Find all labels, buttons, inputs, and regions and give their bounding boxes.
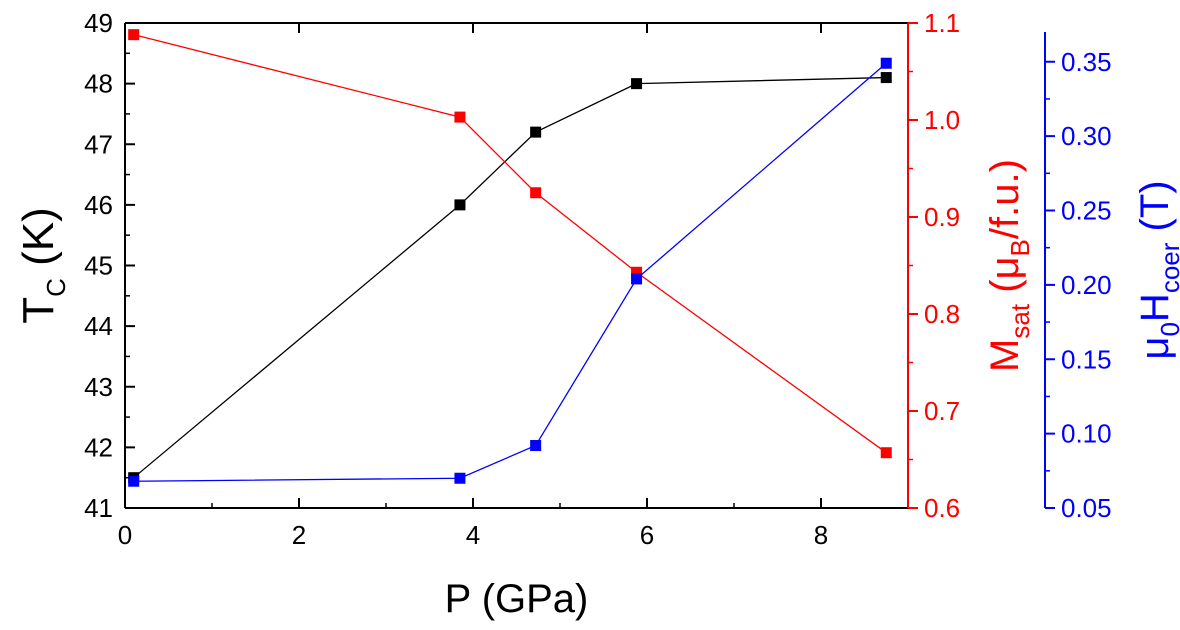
left-tick-label: 45 [84, 251, 113, 281]
red-axis-title-text: Msat (μB/f.u.) [983, 159, 1035, 372]
red-tick-label: 1.0 [924, 105, 960, 135]
red-title-tail: /f.u.) [983, 159, 1027, 239]
blue-tick-label: 0.10 [1061, 419, 1112, 449]
blue-axis-title: μ0Hcoer (T) [1133, 180, 1180, 359]
x-tick-label: 0 [118, 520, 132, 550]
data-point-left [880, 72, 892, 84]
blue-tick-label: 0.30 [1061, 121, 1112, 151]
data-point-right_inner [631, 266, 643, 278]
data-point-right_inner [880, 447, 892, 459]
series-line-left [133, 76, 887, 479]
data-point-left [530, 126, 542, 138]
data-point-right_inner [454, 111, 466, 123]
red-tick-label: 1.1 [924, 8, 960, 38]
blue-axis-title-text: μ0Hcoer (T) [1133, 180, 1180, 359]
data-point-right_outer [128, 475, 140, 487]
left-axis-title: TC (K) [14, 207, 71, 324]
left-axis-title-text: TC (K) [14, 207, 71, 324]
left-tick-label: 49 [84, 8, 113, 38]
data-point-right_inner [128, 29, 140, 41]
blue-tick-label: 0.15 [1061, 344, 1112, 374]
red-tick-label: 0.6 [924, 493, 960, 523]
left-tick-label: 47 [84, 129, 113, 159]
red-tick-label: 0.9 [924, 202, 960, 232]
blue-tick-label: 0.35 [1061, 47, 1112, 77]
x-tick-label: 8 [814, 520, 828, 550]
ticks-layer: 0 2 4 6 84142434445464748490.60.70.80.91.01.… [84, 8, 1112, 550]
red-axis-title: Msat (μB/f.u.) [983, 159, 1035, 372]
red-title-sub2: B [1005, 239, 1035, 256]
red-title-main: M [983, 339, 1027, 372]
left-tick-label: 46 [84, 190, 113, 220]
left-axis-title-sub: C [41, 278, 71, 297]
blue-title-main: μ [1133, 337, 1177, 360]
left-tick-label: 48 [84, 69, 113, 99]
data-point-right_outer [530, 440, 542, 452]
left-tick-label: 43 [84, 372, 113, 402]
axis-titles: P (GPa)TC (K)Msat (μB/f.u.)μ0Hcoer (T) [14, 159, 1180, 621]
data-point-right_inner [530, 187, 542, 199]
data-point-right_outer [880, 57, 892, 69]
left-axis-title-tail: (K) [14, 207, 63, 278]
blue-title-tail: (T) [1133, 180, 1177, 242]
left-tick-label: 41 [84, 493, 113, 523]
blue-tick-label: 0.20 [1061, 270, 1112, 300]
blue-title-sub2: coer [1155, 242, 1180, 293]
series-layer [128, 29, 892, 487]
x-tick-label: 6 [640, 520, 654, 550]
red-tick-label: 0.8 [924, 299, 960, 329]
plot-frame [124, 22, 1046, 509]
left-tick-label: 42 [84, 432, 113, 462]
red-tick-label: 0.7 [924, 396, 960, 426]
blue-title-sub: 0 [1155, 322, 1180, 336]
blue-tick-label: 0.25 [1061, 196, 1112, 226]
left-axis-title-main: T [14, 297, 63, 324]
series-line-right_outer [133, 62, 887, 482]
data-point-right_outer [631, 273, 643, 285]
x-tick-label: 2 [292, 520, 306, 550]
red-title-sub: sat [1005, 303, 1035, 338]
x-tick-label: 4 [466, 520, 480, 550]
data-point-right_outer [454, 472, 466, 484]
left-tick-label: 44 [84, 311, 113, 341]
x-axis-title: P (GPa) [445, 577, 589, 621]
red-title-mid: (μ [983, 256, 1027, 303]
data-point-left [454, 199, 466, 211]
series-line-right_inner [133, 34, 887, 454]
blue-tick-label: 0.05 [1061, 493, 1112, 523]
blue-title-mid: H [1133, 293, 1177, 322]
data-point-left [631, 78, 643, 90]
